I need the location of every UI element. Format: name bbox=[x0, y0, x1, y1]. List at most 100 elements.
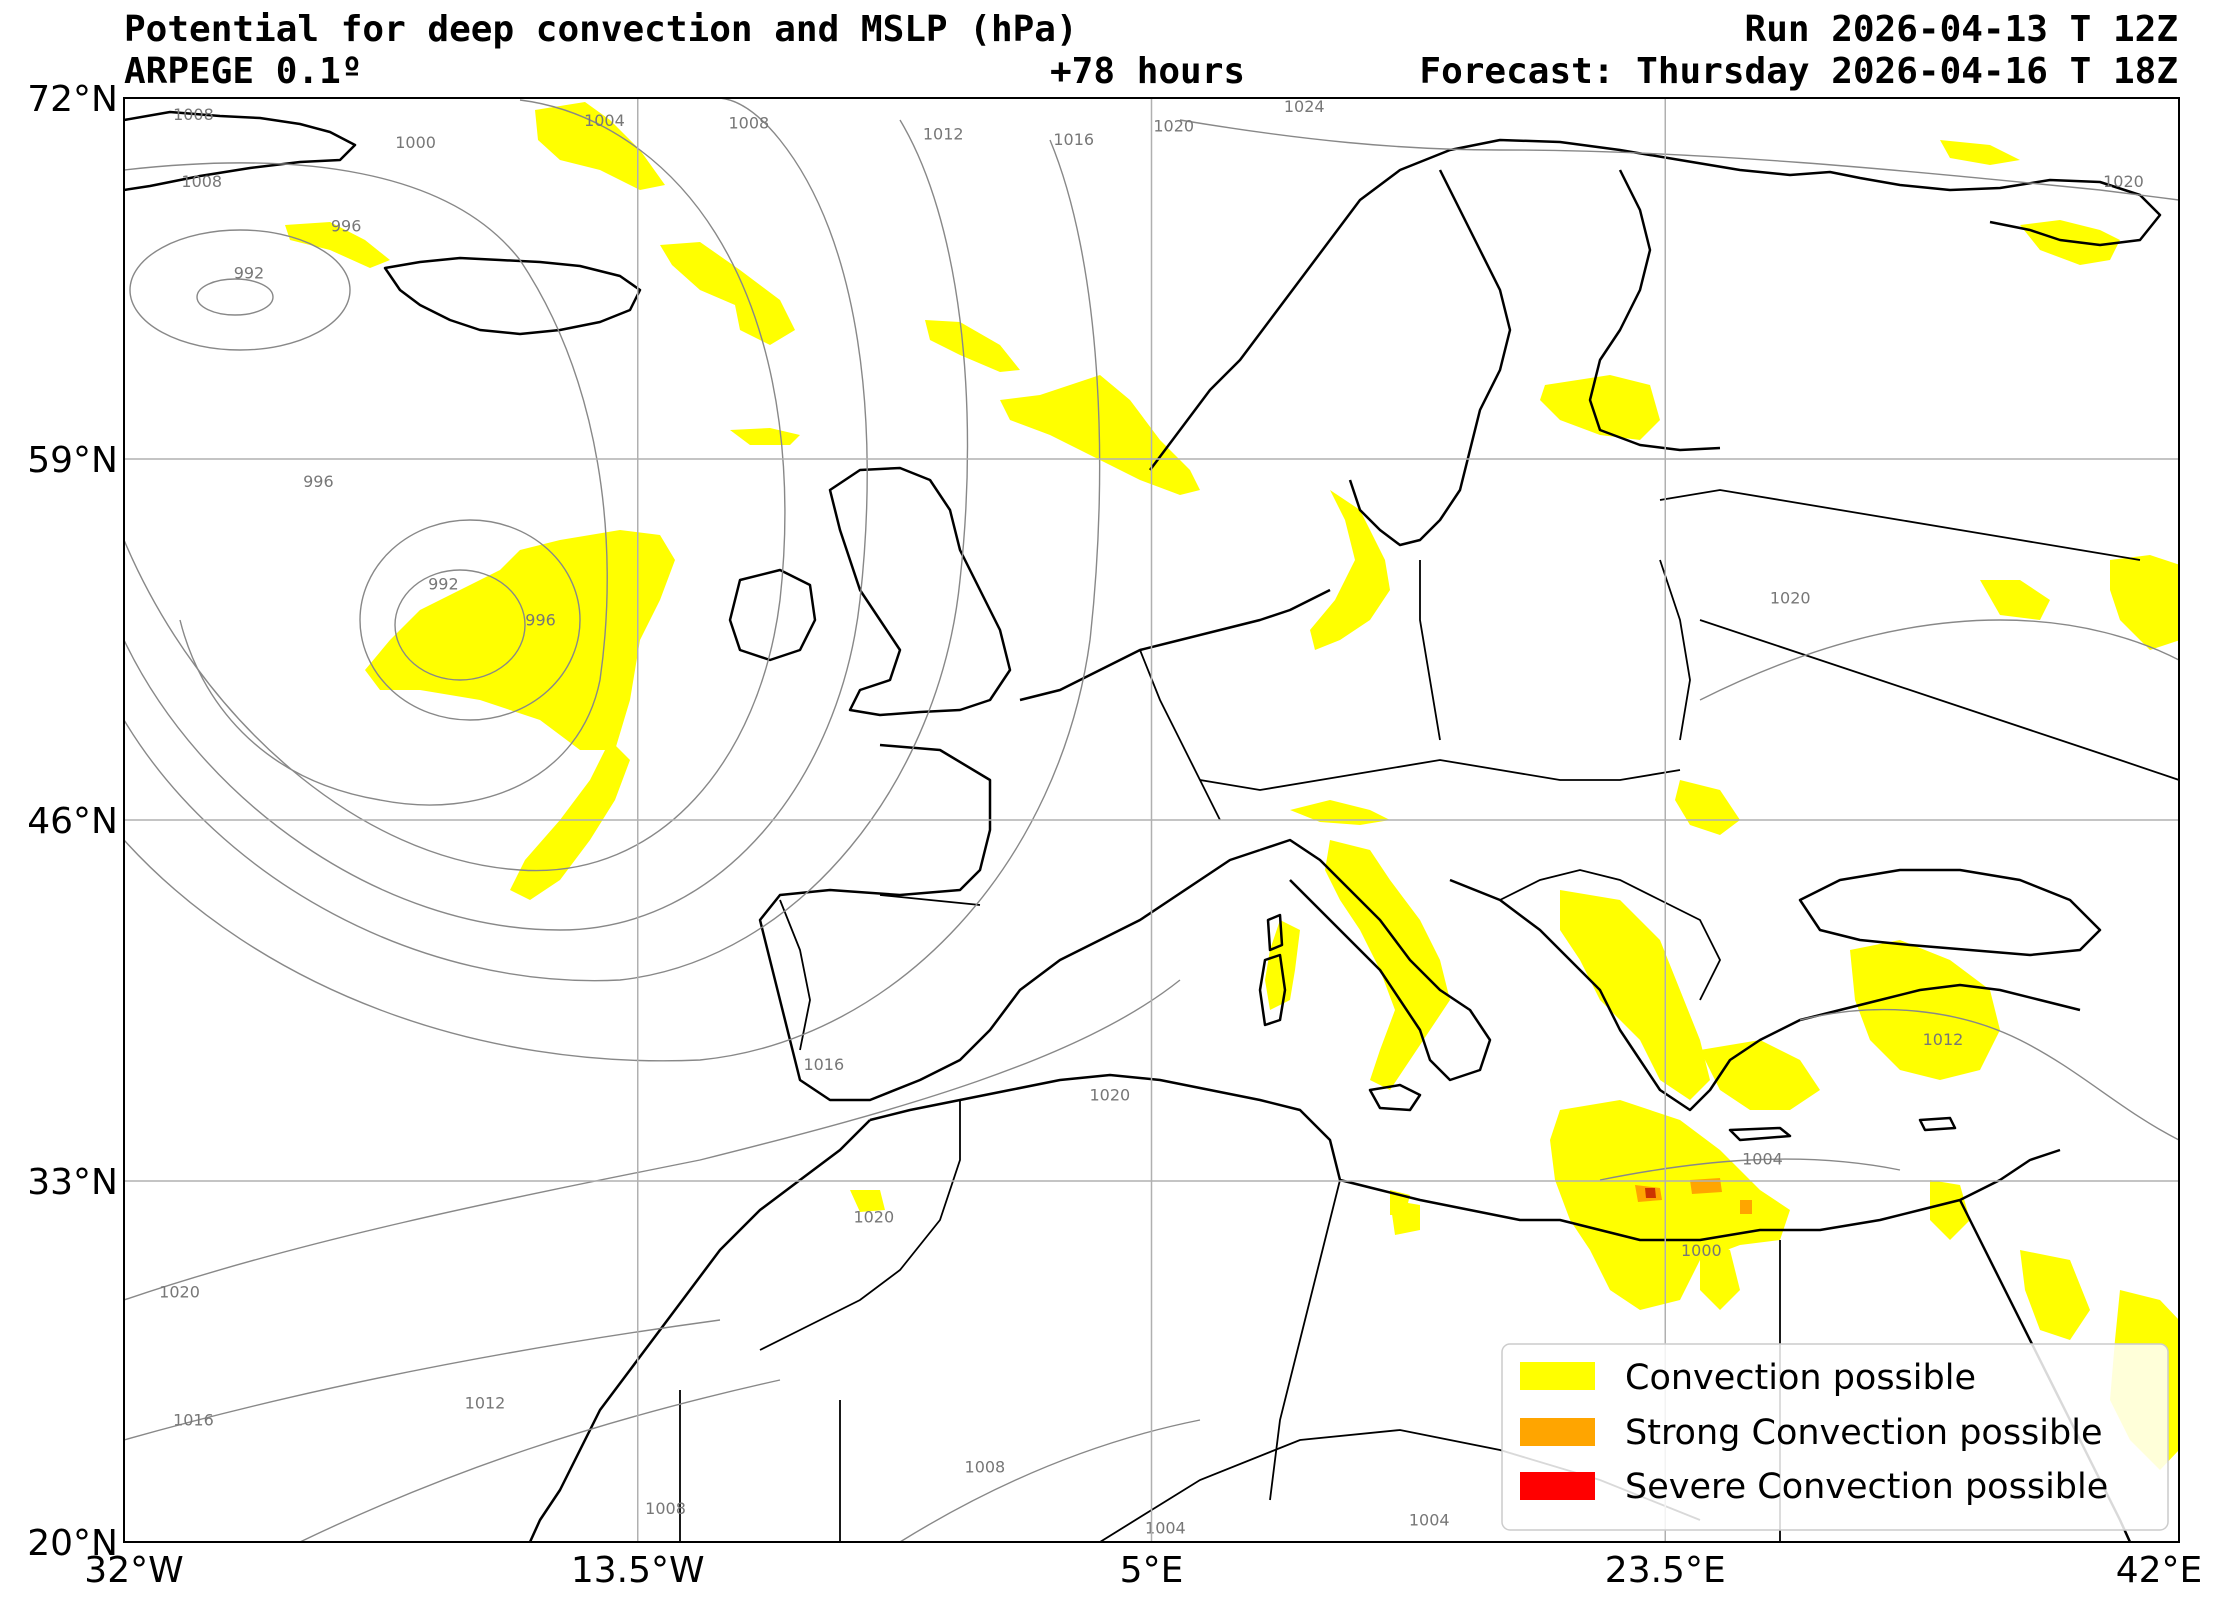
coastline-sicily bbox=[1368, 1083, 1422, 1112]
isobar-label-5: 1016 bbox=[1053, 130, 1094, 149]
lead-time: +78 hours bbox=[1050, 51, 1246, 92]
convection-area-east-med bbox=[1550, 1100, 1790, 1310]
isobar-low-992-atlantic bbox=[394, 569, 526, 681]
convection-area-morocco bbox=[850, 1190, 885, 1212]
isobar-1020-east bbox=[1699, 619, 2179, 701]
coastline-north-africa bbox=[869, 1073, 2061, 1242]
coastline-cyprus bbox=[1918, 1116, 1957, 1132]
strong-convection-areas bbox=[1635, 1178, 1752, 1214]
isobar-label-22: 1000 bbox=[1681, 1241, 1722, 1260]
isobar-1012 bbox=[124, 119, 969, 982]
border-algeria-libya bbox=[1269, 1179, 1341, 1501]
isobar-label-9: 1000 bbox=[395, 133, 436, 152]
convection-area-north-atlantic bbox=[535, 102, 665, 190]
legend-swatch-severe bbox=[1520, 1472, 1595, 1500]
legend-label-convection: Convection possible bbox=[1625, 1358, 1976, 1398]
border-central-europe bbox=[1199, 759, 1681, 791]
lat-label-3: 33°N bbox=[27, 1162, 118, 1203]
border-germany-poland bbox=[1419, 560, 1441, 741]
convection-area-alps bbox=[1290, 800, 1390, 825]
border-baltic-states bbox=[1659, 489, 2141, 561]
strong-convection-area-east-med bbox=[1690, 1178, 1722, 1194]
isobar-label-27: 1008 bbox=[965, 1458, 1006, 1477]
convection-area-italy bbox=[1325, 840, 1450, 1090]
isobar-labels: 1008 1008 1004 1008 1012 1016 1020 1024 1020 1000… bbox=[159, 77, 2144, 1538]
coastline-sweden-baltic bbox=[1348, 169, 1512, 547]
coastline-crete bbox=[1728, 1126, 1792, 1142]
coastline-morocco-atlantic bbox=[528, 1119, 871, 1542]
border-balkans-inner bbox=[1499, 869, 1722, 1001]
convection-area-north-sea bbox=[925, 320, 1020, 372]
coastline-scandinavia bbox=[1149, 138, 2162, 471]
isobar-1004 bbox=[124, 99, 786, 872]
isobar-label-13: 996 bbox=[303, 472, 334, 491]
coastline-iceland bbox=[383, 256, 642, 336]
isobar-1016-south bbox=[124, 1319, 721, 1441]
legend-label-strong: Strong Convection possible bbox=[1625, 1413, 2103, 1453]
lon-label-1: 13.5°W bbox=[571, 1550, 705, 1591]
legend-swatch-convection bbox=[1520, 1362, 1595, 1390]
model-name: ARPEGE 0.1º bbox=[124, 51, 363, 92]
forecast-valid-time: Forecast: Thursday 2026-04-16 T 18Z bbox=[1419, 51, 2178, 92]
border-poland-east bbox=[1659, 559, 1691, 741]
isobar-1008-south bbox=[899, 1419, 1201, 1542]
isobar-label-16: 1020 bbox=[1770, 588, 1811, 607]
convection-area-white-sea bbox=[1940, 140, 2020, 165]
coastline-ireland bbox=[728, 568, 817, 662]
isobar-label-1: 1008 bbox=[312, 77, 353, 96]
lat-label-1: 59°N bbox=[27, 440, 118, 481]
border-russia-ukraine bbox=[1699, 619, 2179, 781]
convection-area-norwegian-sea bbox=[660, 242, 795, 345]
convection-area-romania bbox=[1675, 780, 1740, 835]
border-spain-france bbox=[879, 894, 981, 906]
isobar-label-12: 992 bbox=[234, 264, 265, 283]
convection-area-aegean bbox=[1700, 1040, 1820, 1110]
isobar-label-4: 1012 bbox=[923, 125, 964, 144]
isobar-label-3: 1008 bbox=[728, 114, 769, 133]
convection-area-balkans bbox=[1560, 890, 1710, 1100]
map-frame bbox=[123, 97, 2180, 1543]
isobar-label-21: 1004 bbox=[1742, 1149, 1783, 1168]
isobar-label-10: 1008 bbox=[181, 172, 222, 191]
isobar-label-20: 1020 bbox=[853, 1208, 894, 1227]
isobar-label-7: 1024 bbox=[1284, 97, 1325, 116]
convection-area-turkey bbox=[1850, 940, 2000, 1080]
coastline-corsica bbox=[1266, 913, 1284, 952]
run-time: Run 2026-04-13 T 12Z bbox=[1744, 9, 2178, 50]
convection-area-denmark-germany bbox=[1310, 490, 1390, 650]
coastline-balkans bbox=[1449, 878, 2081, 1112]
isobar-label-25: 1012 bbox=[465, 1394, 506, 1413]
convection-area-iceland-west bbox=[285, 222, 390, 268]
legend-label-severe: Severe Convection possible bbox=[1625, 1467, 2108, 1507]
isobar-label-15: 996 bbox=[525, 611, 556, 630]
severe-convection-area-libya bbox=[1645, 1188, 1656, 1198]
coastline-france-iberia bbox=[758, 743, 1261, 1102]
isobar-1000 bbox=[124, 162, 608, 806]
isobar-label-28: 1004 bbox=[1145, 1519, 1186, 1538]
legend-swatch-strong bbox=[1520, 1418, 1595, 1446]
isobar-1020 bbox=[124, 979, 1181, 1301]
isobar-1020-arctic bbox=[1179, 119, 2179, 201]
lon-label-4: 42°E bbox=[2116, 1550, 2203, 1591]
legend: Convection possible Strong Convection po… bbox=[1501, 1343, 2169, 1531]
map-content: 1008 1008 1004 1008 1012 1016 1020 1024 1020 1000… bbox=[124, 77, 2179, 1542]
lat-label-4: 20°N bbox=[27, 1523, 118, 1564]
isobar-label-26: 1008 bbox=[645, 1499, 686, 1518]
isobar-label-23: 1020 bbox=[159, 1283, 200, 1302]
isobar-low-996-atlantic bbox=[359, 519, 581, 721]
convection-area-belarus bbox=[1980, 580, 2050, 620]
map-title: Potential for deep convection and MSLP (… bbox=[124, 9, 1078, 50]
convection-area-libya bbox=[1700, 1240, 1740, 1310]
legend-box bbox=[1501, 1343, 2169, 1531]
border-spain-portugal bbox=[779, 899, 811, 1051]
lat-label-2: 46°N bbox=[27, 801, 118, 842]
isobar-1004-east bbox=[1599, 1158, 1901, 1181]
isobar-label-29: 1004 bbox=[1409, 1510, 1450, 1529]
isobar-label-18: 1020 bbox=[1089, 1085, 1130, 1104]
coastline-britain bbox=[828, 466, 1012, 717]
coastline-continent bbox=[1019, 588, 1331, 702]
convection-area-russia-west bbox=[2110, 555, 2179, 650]
isobar-1016 bbox=[124, 139, 1101, 1062]
convection-area-atlantic-low bbox=[365, 530, 675, 750]
